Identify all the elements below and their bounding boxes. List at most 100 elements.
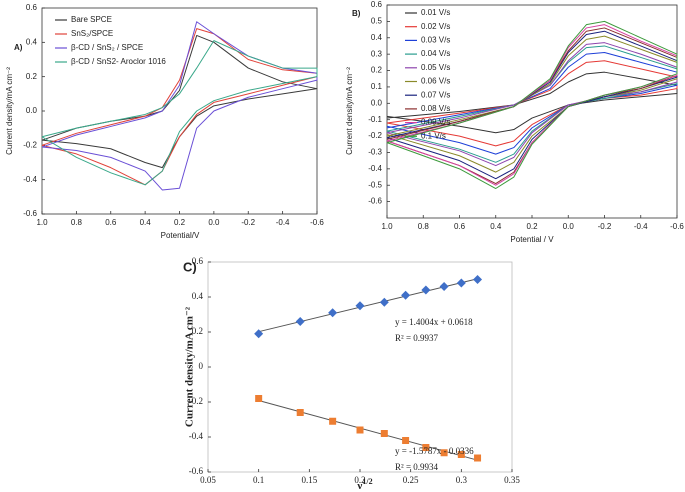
- data-point: [440, 449, 448, 457]
- panel: B) 1.0 0.8 0.6 0.4 0.2 0.0 -0.2 -0.4 -0.6 -0.6 -0.5…: [345, 0, 684, 244]
- legend-label: 0.06 V/s: [421, 77, 450, 86]
- panel-label: C): [183, 259, 197, 274]
- x-tick-label: 0.8: [418, 222, 430, 231]
- y-tick-label: 0.0: [371, 98, 383, 107]
- x-tick-label: 1.0: [36, 218, 48, 227]
- data-point: [255, 395, 263, 402]
- y-tick-label: -0.4: [368, 164, 382, 173]
- legend-label: 0.01 V/s: [421, 8, 450, 17]
- legend-label: β-CD / SnS₂ / SPCE: [71, 43, 143, 52]
- x-tick-label: 0.4: [140, 218, 152, 227]
- y-tick-label: 0: [199, 361, 204, 371]
- data-point: [329, 417, 337, 425]
- y-tick-label: 0.1: [371, 82, 383, 91]
- x-tick-label: 1.0: [381, 222, 393, 231]
- y-tick-label: 0.6: [371, 0, 383, 9]
- x-tick-label: -0.2: [598, 222, 612, 231]
- panel: A) 1.0 0.8 0.6 0.4 0.2 0.0 -0.2 -0.4 -0.6 -0.6 -0.4…: [5, 3, 324, 240]
- data-point: [355, 301, 365, 311]
- y-tick-label: -0.6: [368, 197, 382, 206]
- x-tick-label: 0.8: [71, 218, 83, 227]
- y-tick-label: -0.2: [368, 131, 382, 140]
- y-tick-label: -0.1: [368, 115, 382, 124]
- data-point: [402, 437, 410, 444]
- x-tick-label: 0.6: [105, 218, 117, 227]
- fit-equation: y = 1.4004x + 0.0618: [395, 317, 473, 327]
- data-point: [439, 282, 449, 291]
- legend-label: 0.03 V/s: [421, 36, 450, 45]
- y-axis-label: Current density/mA cm⁻²: [345, 67, 354, 155]
- fit-r-squared: R² = 0.9937: [395, 333, 439, 343]
- x-tick-label: -0.4: [634, 222, 648, 231]
- x-axis-label-base: Potential/V: [161, 231, 200, 240]
- x-tick-label: 0.3: [456, 475, 468, 485]
- data-point: [328, 308, 338, 318]
- data-point: [474, 454, 482, 462]
- data-point: [296, 409, 304, 416]
- x-tick-label: -0.4: [276, 218, 290, 227]
- x-tick-label: -0.6: [670, 222, 684, 231]
- y-tick-label: 0.0: [26, 106, 38, 115]
- x-tick-label: 0.1: [253, 475, 264, 485]
- legend-label: β-CD / SnS2- Aroclor 1016: [71, 57, 166, 66]
- x-tick-label: -0.6: [310, 218, 324, 227]
- y-axis-label: Current density/mA cm⁻²: [184, 306, 196, 427]
- data-point: [457, 451, 465, 458]
- x-tick-label: 0.15: [301, 475, 317, 485]
- x-axis-label-base: Potential / V: [510, 235, 554, 244]
- x-tick-label: 0.25: [403, 475, 419, 485]
- data-point: [254, 329, 264, 339]
- x-tick-label: 0.05: [200, 475, 216, 485]
- data-point: [379, 297, 389, 307]
- x-axis-label: Potential/V: [161, 231, 200, 240]
- y-tick-label: -0.3: [368, 148, 382, 157]
- y-tick-label: -0.2: [189, 396, 203, 406]
- y-tick-label: 0.4: [371, 33, 383, 42]
- y-tick-label: -0.5: [368, 180, 382, 189]
- cv-curve: [386, 20, 678, 190]
- y-tick-label: 0.4: [192, 291, 204, 301]
- x-tick-label: 0.2: [526, 222, 538, 231]
- x-axis-label: Potential / V: [510, 235, 554, 244]
- legend-label: 0.08 V/s: [421, 104, 450, 113]
- legend-label: SnS₂/SPCE: [71, 29, 113, 38]
- plot-frame: [207, 261, 513, 473]
- fit-r-squared: R² = 0.9934: [395, 462, 439, 472]
- y-tick-label: 0.4: [26, 37, 38, 46]
- x-axis-label-superscript: 1/2: [362, 477, 372, 486]
- data-point: [422, 444, 430, 451]
- y-tick-label: 0.2: [192, 326, 203, 336]
- legend-label: Bare SPCE: [71, 15, 112, 24]
- legend-label: 0.07 V/s: [421, 90, 450, 99]
- y-tick-label: -0.4: [23, 175, 37, 184]
- x-tick-label: 0.0: [208, 218, 220, 227]
- y-axis-label: Current density/mA cm⁻²: [5, 67, 14, 155]
- fit-equation: y = -1.5787x - 0.0336: [395, 446, 474, 456]
- panel-label: A): [14, 43, 23, 52]
- legend-label: 0.04 V/s: [421, 49, 450, 58]
- legend-label: 0.05 V/s: [421, 63, 450, 72]
- y-tick-label: 0.5: [371, 16, 383, 25]
- y-tick-label: 0.3: [371, 49, 383, 58]
- data-point: [473, 275, 483, 284]
- y-tick-label: -0.6: [23, 209, 37, 218]
- x-tick-label: -0.2: [241, 218, 255, 227]
- plot-frame: [41, 7, 318, 215]
- y-tick-label: 0.6: [26, 3, 38, 12]
- data-point: [380, 430, 388, 437]
- x-tick-label: 0.2: [354, 475, 365, 485]
- cv-curve: [41, 40, 318, 186]
- y-tick-label: -0.6: [189, 466, 204, 476]
- x-tick-label: 0.2: [174, 218, 186, 227]
- cv-curve: [41, 34, 318, 169]
- panel-label: B): [352, 9, 361, 18]
- data-point: [421, 285, 431, 295]
- data-point: [456, 278, 466, 288]
- legend-label: 0.1 V/s: [421, 131, 446, 140]
- x-tick-label: 0.6: [454, 222, 466, 231]
- x-tick-label: 0.0: [563, 222, 575, 231]
- y-tick-label: -0.4: [189, 431, 204, 441]
- cv-curve: [386, 71, 678, 134]
- x-tick-label: 0.35: [504, 475, 520, 485]
